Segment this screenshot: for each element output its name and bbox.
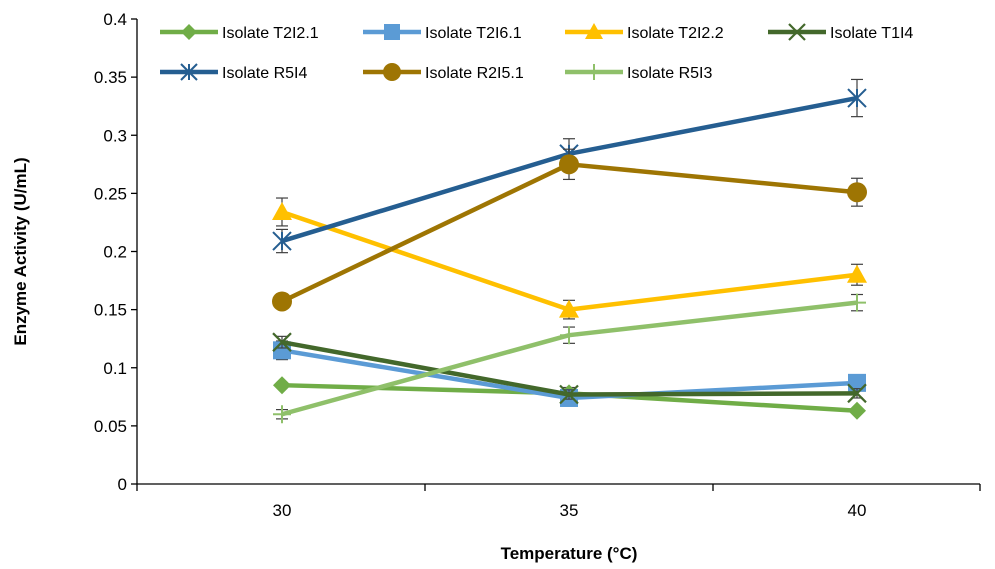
legend-label: Isolate T2I2.2 — [627, 25, 724, 42]
y-axis-ticks: 0 0.05 0.1 0.15 0.2 0.25 0.3 0.35 0.4 — [94, 10, 137, 494]
star-marker — [847, 88, 867, 108]
legend: Isolate T2I2.1 Isolate T2I6.1 Isolate T2I2… — [160, 23, 913, 82]
x-tick-label: 30 — [273, 501, 292, 520]
triangle-marker — [847, 264, 867, 283]
plus-marker — [560, 326, 578, 345]
legend-item: Isolate T2I2.2 — [565, 23, 724, 42]
series-6 — [272, 148, 867, 312]
x-marker — [847, 383, 867, 404]
legend-item: Isolate R5I4 — [160, 63, 307, 82]
circle-marker — [559, 154, 579, 175]
series-3 — [272, 197, 867, 320]
triangle-marker — [585, 23, 603, 39]
circle-marker — [847, 182, 867, 203]
plus-marker — [586, 64, 602, 80]
legend-label: Isolate R5I3 — [627, 65, 712, 82]
series-4 — [272, 332, 867, 405]
star-marker — [180, 63, 198, 81]
x-marker — [559, 384, 579, 405]
y-tick-label: 0.35 — [94, 68, 127, 87]
y-tick-label: 0.4 — [103, 10, 127, 29]
circle-marker — [272, 291, 292, 312]
legend-label: Isolate T2I2.1 — [222, 25, 319, 42]
x-marker — [788, 23, 806, 41]
series-line — [281, 162, 858, 304]
y-tick-label: 0.3 — [103, 126, 127, 145]
diamond-marker — [181, 24, 197, 40]
legend-label: Isolate T2I6.1 — [425, 25, 522, 42]
diamond-marker — [848, 401, 866, 420]
x-marker — [272, 332, 292, 352]
series-7 — [273, 293, 866, 424]
y-tick-label: 0.25 — [94, 184, 127, 203]
y-tick-label: 0 — [118, 475, 127, 494]
x-axis-title: Temperature (°C) — [501, 544, 638, 563]
y-tick-label: 0.15 — [94, 301, 127, 320]
triangle-marker — [559, 299, 579, 318]
y-tick-label: 0.2 — [103, 243, 127, 262]
square-marker — [384, 24, 400, 40]
star-marker — [272, 231, 292, 251]
diamond-marker — [273, 376, 291, 395]
legend-item: Isolate T1I4 — [768, 23, 913, 42]
series-layer — [272, 78, 867, 424]
legend-label: Isolate T1I4 — [830, 25, 913, 42]
x-tick-label: 40 — [848, 501, 867, 520]
y-tick-label: 0.05 — [94, 417, 127, 436]
plus-marker — [273, 405, 291, 424]
triangle-marker — [272, 201, 292, 220]
legend-label: Isolate R5I4 — [222, 65, 307, 82]
y-axis-title: Enzyme Activity (U/mL) — [11, 157, 30, 345]
circle-marker — [383, 63, 401, 81]
plus-marker — [848, 293, 866, 312]
legend-item: Isolate T2I2.1 — [160, 24, 319, 42]
legend-item: Isolate R2I5.1 — [363, 63, 524, 82]
legend-item: Isolate R5I3 — [565, 64, 712, 82]
legend-item: Isolate T2I6.1 — [363, 24, 522, 42]
x-tick-label: 35 — [560, 501, 579, 520]
legend-label: Isolate R2I5.1 — [425, 65, 524, 82]
x-axis-ticks: 30 35 40 — [136, 484, 981, 520]
y-tick-label: 0.1 — [103, 359, 127, 378]
